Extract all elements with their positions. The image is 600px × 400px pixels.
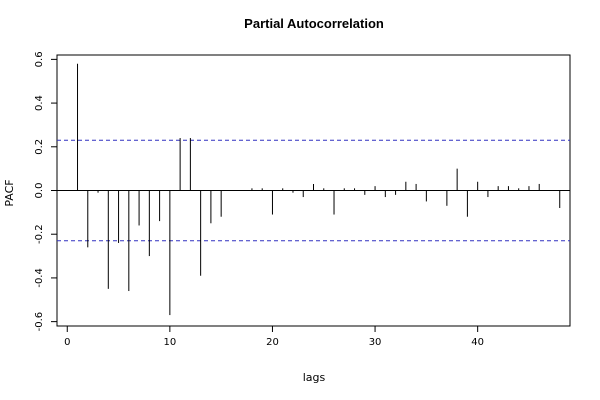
y-tick-label: 0.2 [34, 139, 45, 155]
y-tick-label: -0.2 [34, 224, 45, 244]
plot-marks: 0 10 20 30 40 -0.6 -0.4 -0.2 0.0 0.2 0.4 0.6 [34, 51, 570, 348]
y-tick-label: -0.6 [34, 312, 45, 332]
y-tick-label: 0.0 [34, 183, 45, 199]
x-axis-label: lags [303, 371, 326, 384]
y-tick-label: 0.6 [34, 51, 45, 67]
x-tick-label: 30 [369, 337, 382, 348]
x-tick-label: 0 [64, 337, 70, 348]
chart-title: Partial Autocorrelation [244, 16, 384, 31]
y-tick-label: -0.4 [34, 268, 45, 288]
x-tick-label: 20 [266, 337, 279, 348]
x-tick-label: 40 [471, 337, 484, 348]
y-tick-label: 0.4 [34, 95, 45, 111]
x-tick-label: 10 [163, 337, 176, 348]
y-axis-label: PACF [3, 179, 16, 206]
